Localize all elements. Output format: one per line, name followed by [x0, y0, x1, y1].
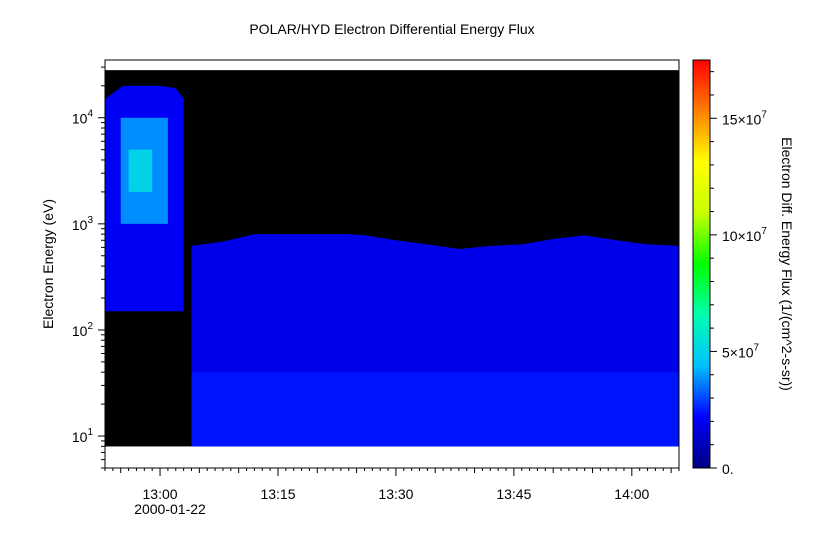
colorbar-label: Electron Diff. Energy Flux (1/(cm^2-s-sr… — [779, 137, 795, 391]
data-layer — [105, 70, 679, 447]
y-tick-label: 101 — [72, 427, 94, 445]
x-tick-label: 13:15 — [260, 486, 295, 502]
colorbar-tick-base: 10×10 — [722, 228, 762, 244]
y-tick-exponent: 4 — [87, 109, 93, 120]
colorbar — [692, 59, 711, 469]
lower-cutoff-mask — [105, 314, 679, 447]
colorbar-tick-base: 15×10 — [722, 111, 762, 127]
y-tick-exponent: 1 — [87, 427, 93, 438]
colorbar-tick-label: 10×107 — [722, 226, 767, 244]
colorbar-tick-label: 0. — [722, 461, 734, 477]
y-tick-base: 10 — [72, 429, 88, 445]
colorbar-tick-exponent: 7 — [754, 342, 760, 353]
x-tick-label: 13:45 — [496, 486, 531, 502]
y-tick-exponent: 3 — [87, 215, 93, 226]
plot-frame — [104, 59, 680, 469]
y-tick-base: 10 — [72, 217, 88, 233]
colorbar-tick-exponent: 7 — [761, 226, 767, 237]
y-tick-label: 104 — [72, 109, 94, 127]
chart-title: POLAR/HYD Electron Differential Energy F… — [249, 21, 534, 37]
upper-cutoff-mask — [105, 70, 679, 249]
y-axis-label: Electron Energy (eV) — [40, 199, 56, 329]
colorbar-tick-label: 5×107 — [722, 342, 760, 360]
flux-band — [128, 149, 153, 192]
y-tick-base: 10 — [72, 323, 88, 339]
x-tick-label: 14:00 — [614, 486, 649, 502]
plot-area — [105, 60, 679, 468]
colorbar-tick-base: 0. — [722, 461, 734, 477]
colorbar-tick-base: 5×10 — [722, 344, 754, 360]
flux-band — [191, 372, 679, 447]
y-tick-label: 103 — [72, 215, 94, 233]
colorbar-tick-exponent: 7 — [761, 109, 767, 120]
colorbar-tick-label: 15×107 — [722, 109, 767, 127]
x-tick-label: 13:00 — [143, 486, 178, 502]
y-tick-base: 10 — [72, 111, 88, 127]
x-date-label: 2000-01-22 — [134, 501, 206, 517]
y-tick-exponent: 2 — [87, 321, 93, 332]
y-tick-label: 102 — [72, 321, 94, 339]
x-tick-label: 13:30 — [378, 486, 413, 502]
x-axis: 13:00 13:15 13:30 13:45 14:00 — [104, 468, 680, 502]
